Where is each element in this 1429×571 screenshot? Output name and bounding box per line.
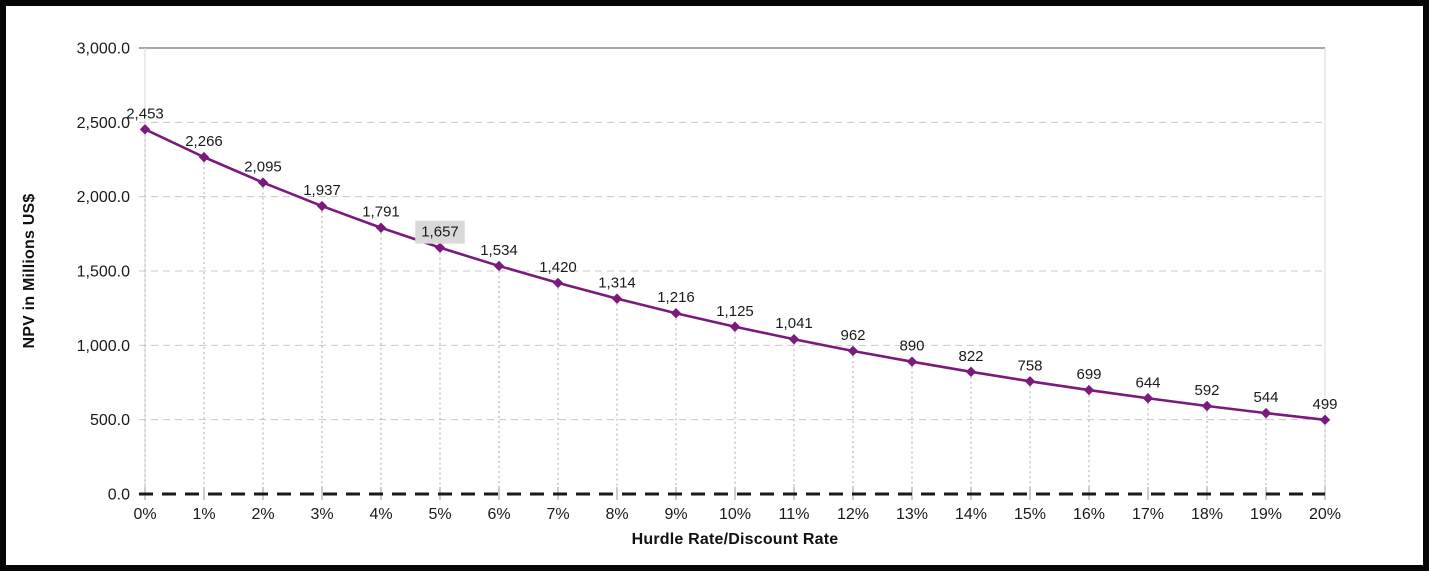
y-axis-title: NPV in Millions US$ [21, 193, 38, 349]
x-tick-label: 13% [896, 506, 928, 523]
x-tick-label: 3% [310, 506, 333, 523]
y-tick-label: 2,500.0 [77, 115, 130, 132]
data-point-label: 758 [1017, 357, 1042, 374]
x-tick-label: 15% [1014, 506, 1046, 523]
data-point-marker [1024, 376, 1036, 387]
x-tick-label: 19% [1250, 506, 1282, 523]
data-point-label: 1,125 [716, 303, 754, 320]
y-tick-label: 1,000.0 [77, 338, 130, 355]
x-axis-title: Hurdle Rate/Discount Rate [631, 531, 839, 548]
data-point-marker [434, 242, 446, 253]
x-tick-label: 11% [779, 506, 810, 523]
x-tick-label: 8% [605, 506, 628, 523]
data-point-label-highlight [415, 220, 465, 244]
data-point-label: 2,453 [126, 105, 164, 122]
x-tick-label: 14% [955, 506, 987, 523]
data-point-marker [729, 321, 741, 332]
data-point-marker [1142, 393, 1154, 404]
data-point-marker [1083, 384, 1095, 396]
x-tick-label: 18% [1191, 506, 1223, 523]
data-point-marker [788, 334, 800, 345]
data-point-label: 1,791 [362, 204, 400, 221]
data-point-marker [847, 345, 859, 357]
data-point-marker [257, 177, 269, 188]
y-tick-label: 0.0 [108, 487, 130, 504]
x-tick-label: 0% [133, 506, 156, 523]
data-point-label: 1,657 [421, 224, 459, 241]
data-point-label: 499 [1312, 396, 1337, 413]
data-point-label: 1,314 [598, 275, 636, 292]
data-point-label: 699 [1076, 366, 1101, 383]
y-tick-label: 2,000.0 [77, 189, 130, 206]
data-point-marker [493, 260, 505, 272]
x-tick-label: 6% [487, 506, 510, 523]
x-tick-label: 5% [428, 506, 451, 523]
data-point-marker [139, 124, 151, 135]
data-point-marker [670, 308, 682, 319]
data-point-marker [316, 200, 328, 212]
data-point-label: 2,095 [244, 159, 282, 176]
data-point-label: 822 [958, 348, 983, 365]
data-point-label: 592 [1194, 382, 1219, 399]
data-point-label: 1,041 [775, 315, 813, 332]
data-point-marker [198, 151, 210, 163]
data-point-label: 962 [840, 327, 865, 344]
x-tick-label: 9% [664, 506, 687, 523]
x-tick-label: 4% [369, 506, 392, 523]
data-point-marker [1260, 407, 1272, 419]
y-tick-label: 1,500.0 [77, 264, 130, 281]
x-tick-label: 10% [719, 506, 751, 523]
data-point-marker [611, 293, 623, 304]
data-point-marker [1319, 414, 1331, 426]
data-point-label: 1,420 [539, 259, 577, 276]
data-point-label: 644 [1135, 374, 1160, 391]
data-point-marker [965, 366, 977, 377]
x-tick-label: 12% [837, 506, 869, 523]
x-tick-label: 16% [1073, 506, 1105, 523]
data-point-marker [375, 222, 387, 233]
data-point-label: 1,534 [480, 242, 518, 259]
y-tick-label: 500.0 [90, 412, 130, 429]
data-point-marker [552, 277, 564, 289]
data-point-marker [906, 356, 918, 367]
x-tick-label: 7% [546, 506, 569, 523]
data-point-label: 1,937 [303, 182, 341, 199]
data-point-label: 1,216 [657, 289, 695, 306]
data-point-marker [1201, 400, 1213, 412]
x-tick-label: 20% [1309, 506, 1341, 523]
x-tick-label: 1% [192, 506, 215, 523]
x-tick-label: 2% [251, 506, 274, 523]
data-point-label: 890 [899, 338, 924, 355]
data-point-label: 544 [1253, 389, 1278, 406]
y-tick-label: 3,000.0 [77, 41, 130, 58]
x-tick-label: 17% [1132, 506, 1164, 523]
data-point-label: 2,266 [185, 133, 223, 150]
